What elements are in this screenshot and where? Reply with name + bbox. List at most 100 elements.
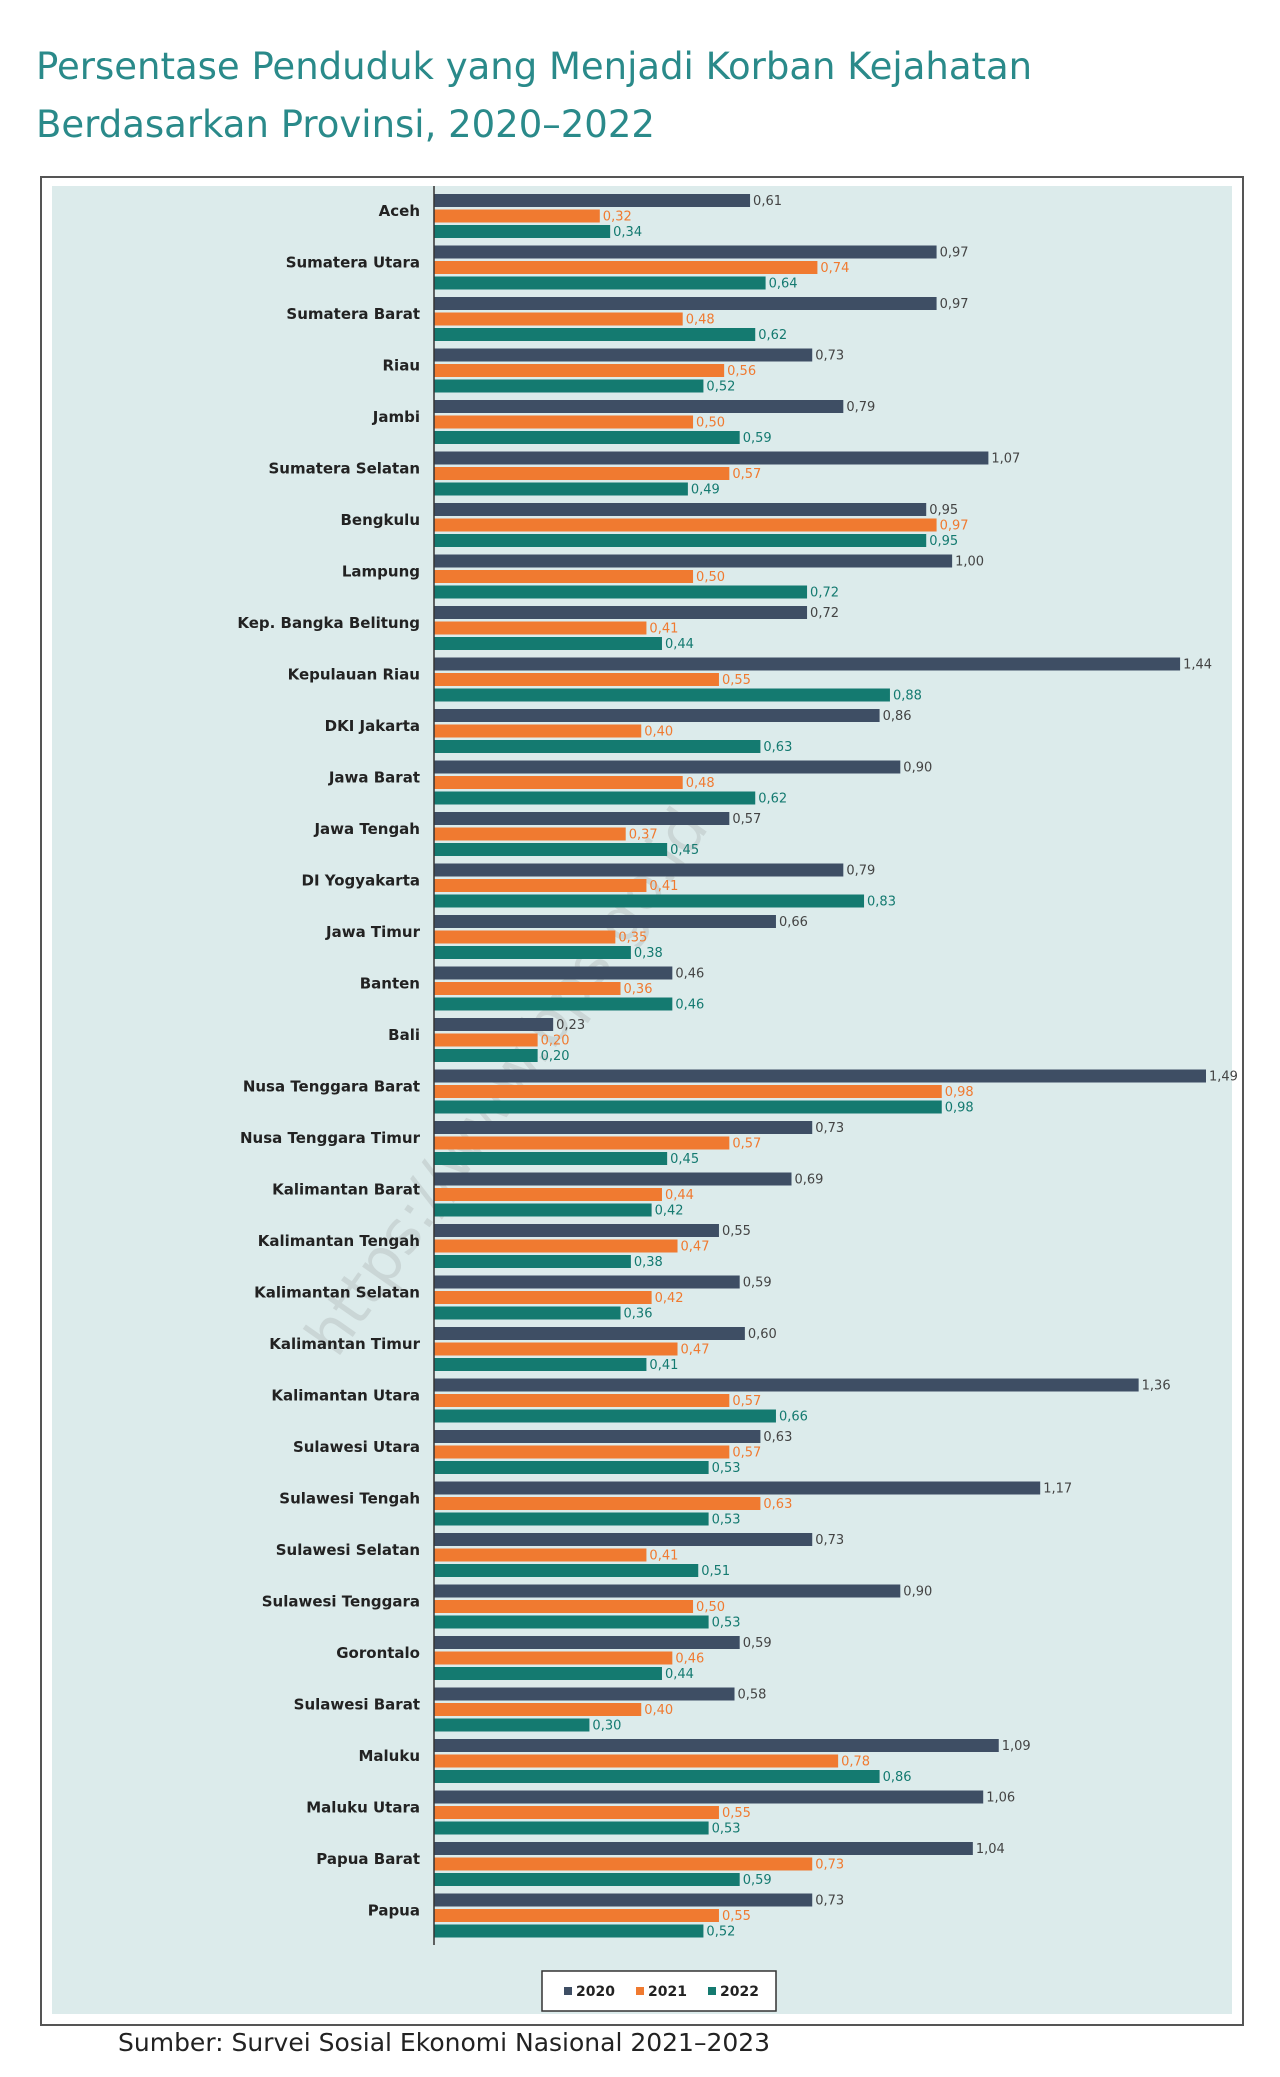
bar-2021 — [434, 1342, 678, 1356]
value-label: 1,04 — [976, 1842, 1005, 1857]
value-label: 0,95 — [929, 534, 958, 549]
value-label: 0,73 — [815, 1858, 844, 1873]
value-label: 0,90 — [903, 761, 932, 776]
value-label: 0,36 — [624, 982, 653, 997]
bar-2021 — [434, 724, 642, 738]
bar-2022 — [434, 1615, 709, 1629]
value-label: 0,52 — [706, 380, 735, 395]
value-label: 0,37 — [629, 828, 658, 843]
bar-2020 — [434, 503, 927, 516]
value-label: 0,63 — [763, 1430, 792, 1445]
value-label: 0,55 — [722, 673, 751, 688]
bar-2020 — [434, 915, 776, 928]
value-label: 0,62 — [758, 792, 787, 807]
value-label: 0,90 — [903, 1585, 932, 1600]
value-label: 0,44 — [665, 1188, 694, 1203]
bar-2022 — [434, 585, 808, 599]
bar-2020 — [434, 1584, 901, 1598]
value-label: 1,00 — [955, 555, 984, 570]
value-label: 0,47 — [681, 1240, 710, 1255]
category-label: Bengkulu — [341, 511, 421, 529]
category-label: Sulawesi Tengah — [279, 1490, 420, 1508]
value-label: 0,40 — [644, 725, 673, 740]
value-label: 0,38 — [634, 1255, 663, 1270]
value-label: 0,20 — [541, 1034, 570, 1049]
bar-2021 — [434, 1291, 652, 1304]
value-label: 0,44 — [665, 1667, 694, 1682]
bar-2021 — [434, 518, 937, 532]
bar-2022 — [434, 843, 668, 856]
value-label: 0,48 — [686, 776, 715, 791]
value-label: 1,44 — [1183, 658, 1212, 673]
value-label: 0,57 — [732, 1137, 761, 1152]
category-label: Papua — [368, 1902, 420, 1920]
category-label: Sulawesi Utara — [293, 1438, 420, 1456]
value-label: 1,09 — [1002, 1739, 1031, 1754]
bar-2021 — [434, 1445, 730, 1459]
value-label: 0,44 — [665, 637, 694, 652]
value-label: 0,72 — [810, 586, 839, 601]
bar-2022 — [434, 894, 865, 908]
bar-2022 — [434, 688, 890, 702]
category-label: Sulawesi Barat — [294, 1696, 420, 1714]
value-label: 0,50 — [696, 570, 725, 585]
bar-2020 — [434, 1533, 813, 1546]
bar-2022 — [434, 1049, 538, 1062]
category-label: DKI Jakarta — [325, 717, 420, 735]
bar-2022 — [434, 1409, 776, 1423]
bar-2020 — [434, 400, 844, 413]
chart-frame: https://www.bps.go.id Aceh0,610,320,34Su… — [40, 176, 1244, 2026]
value-label: 0,47 — [681, 1343, 710, 1358]
legend-swatch-2021 — [636, 1987, 644, 1995]
bar-2021 — [434, 364, 725, 377]
bar-2022 — [434, 1152, 668, 1165]
legend-box — [541, 1970, 777, 2012]
category-label: Sumatera Selatan — [268, 460, 420, 478]
value-label: 0,83 — [867, 895, 896, 910]
bar-2020 — [434, 760, 901, 774]
category-label: Maluku Utara — [306, 1799, 420, 1817]
value-label: 0,48 — [686, 313, 715, 328]
bar-2020 — [434, 1172, 792, 1186]
value-label: 0,74 — [820, 261, 849, 276]
category-label: Jawa Barat — [328, 769, 420, 787]
value-label: 0,61 — [753, 194, 782, 209]
value-label: 0,57 — [732, 1394, 761, 1409]
category-label: Lampung — [342, 563, 420, 581]
bar-2021 — [434, 827, 626, 841]
bar-2020 — [434, 348, 813, 362]
bar-2022 — [434, 328, 756, 341]
category-label: Jawa Tengah — [313, 820, 420, 838]
bar-2022 — [434, 1873, 740, 1886]
value-label: 1,17 — [1043, 1482, 1072, 1497]
category-label: Aceh — [379, 202, 420, 220]
value-label: 0,73 — [815, 1121, 844, 1136]
category-label: Banten — [360, 975, 420, 993]
category-label: Kalimantan Selatan — [254, 1284, 420, 1302]
bar-2021 — [434, 1085, 942, 1098]
bar-2022 — [434, 1821, 709, 1835]
bar-2021 — [434, 1548, 647, 1562]
bar-2021 — [434, 1806, 719, 1819]
value-label: 0,79 — [846, 864, 875, 879]
bar-2020 — [434, 1790, 984, 1804]
value-label: 0,66 — [779, 1410, 808, 1425]
bar-2022 — [434, 1203, 652, 1217]
value-label: 0,45 — [670, 843, 699, 858]
bar-2020 — [434, 1842, 973, 1855]
bar-2021 — [434, 1703, 642, 1716]
value-label: 0,36 — [624, 1307, 653, 1322]
value-label: 0,59 — [743, 1276, 772, 1291]
value-label: 0,52 — [706, 1925, 735, 1940]
value-label: 0,20 — [541, 1049, 570, 1064]
value-label: 0,59 — [743, 431, 772, 446]
value-label: 0,73 — [815, 1533, 844, 1548]
category-label: Kep. Bangka Belitung — [237, 614, 420, 632]
value-label: 0,34 — [613, 225, 642, 240]
bar-2022 — [434, 791, 756, 805]
bar-2021 — [434, 1857, 813, 1871]
category-label: Papua Barat — [316, 1850, 420, 1868]
value-label: 0,53 — [712, 1513, 741, 1528]
value-label: 0,73 — [815, 1894, 844, 1909]
value-label: 0,50 — [696, 1600, 725, 1615]
